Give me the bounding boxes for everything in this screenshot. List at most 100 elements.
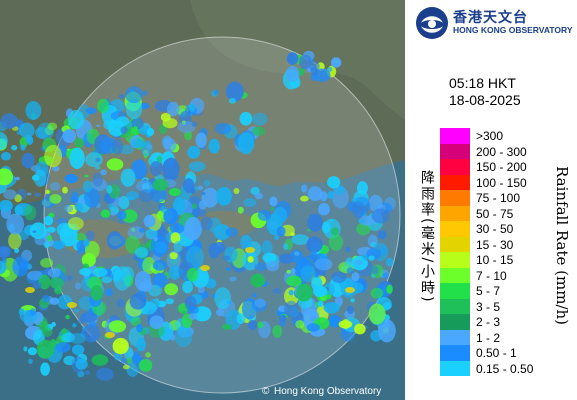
rain-echo bbox=[299, 54, 312, 70]
rain-echo bbox=[36, 339, 55, 359]
rain-echo bbox=[134, 247, 149, 258]
rain-echo bbox=[270, 206, 275, 211]
rain-echo bbox=[27, 263, 33, 270]
rain-echo bbox=[24, 205, 37, 221]
rain-echo bbox=[358, 218, 365, 224]
legend-label: 3 - 5 bbox=[476, 299, 501, 314]
rain-echo bbox=[298, 67, 305, 76]
rain-echo bbox=[201, 192, 206, 196]
legend-row: 150 - 200 bbox=[440, 159, 575, 175]
rain-echo bbox=[133, 125, 138, 132]
rain-echo bbox=[254, 262, 268, 271]
legend-row: 15 - 30 bbox=[440, 236, 575, 252]
legend-row: 100 - 150 bbox=[440, 174, 575, 190]
rain-echo bbox=[120, 357, 127, 364]
rain-echo bbox=[274, 235, 279, 240]
rain-echo bbox=[328, 315, 341, 328]
legend-row: 30 - 50 bbox=[440, 221, 575, 237]
rain-echo bbox=[190, 188, 196, 194]
legend-label: 150 - 200 bbox=[476, 160, 527, 174]
rain-echo bbox=[225, 227, 239, 237]
rain-echo bbox=[23, 346, 28, 352]
rain-echo bbox=[20, 144, 26, 151]
rain-echo bbox=[106, 185, 113, 194]
legend-row: >300 bbox=[440, 128, 575, 144]
logo-text-en: HONG KONG OBSERVATORY bbox=[453, 25, 573, 35]
rain-echo bbox=[314, 258, 333, 271]
rain-echo bbox=[177, 121, 196, 133]
legend-label: 7 - 10 bbox=[476, 268, 507, 283]
rain-echo bbox=[309, 61, 320, 72]
rain-echo bbox=[55, 342, 71, 353]
rain-echo bbox=[173, 240, 183, 253]
rain-echo bbox=[149, 315, 164, 330]
rain-echo bbox=[70, 197, 79, 203]
rain-echo bbox=[136, 323, 143, 333]
rain-echo bbox=[74, 202, 83, 212]
rain-echo bbox=[233, 188, 240, 194]
legend-label: 75 - 100 bbox=[476, 191, 521, 205]
map-credit: Hong Kong Observatory bbox=[274, 386, 381, 397]
rain-echo bbox=[251, 292, 257, 298]
rain-echo bbox=[361, 279, 367, 286]
rain-echo bbox=[118, 94, 125, 100]
legend-row: 2 - 3 bbox=[440, 314, 575, 330]
rain-echo bbox=[331, 227, 339, 236]
rain-echo bbox=[46, 226, 56, 233]
rain-echo bbox=[83, 188, 101, 208]
legend-label: >300 bbox=[476, 129, 504, 143]
rain-echo bbox=[41, 327, 53, 337]
rain-echo bbox=[47, 268, 61, 278]
rain-echo bbox=[312, 286, 328, 297]
rain-echo bbox=[82, 180, 93, 193]
rain-echo bbox=[108, 320, 127, 333]
rain-echo bbox=[174, 326, 193, 348]
legend-swatch bbox=[440, 298, 470, 314]
rain-echo bbox=[225, 267, 231, 271]
copyright-symbol: © bbox=[262, 386, 270, 397]
rain-echo bbox=[3, 189, 17, 200]
rain-echo bbox=[191, 121, 198, 127]
rain-echo bbox=[121, 209, 138, 223]
rain-echo bbox=[216, 187, 232, 206]
rain-echo bbox=[34, 192, 42, 198]
rain-echo bbox=[214, 287, 231, 310]
rain-echo bbox=[167, 101, 180, 117]
rain-echo bbox=[351, 197, 358, 202]
rain-echo bbox=[113, 266, 132, 291]
legend-row: 0.50 - 1 bbox=[440, 345, 575, 361]
legend-label: 200 - 300 bbox=[476, 144, 527, 159]
rain-echo bbox=[82, 263, 90, 270]
radar-date: 18-08-2025 bbox=[449, 92, 521, 108]
rain-echo bbox=[200, 265, 210, 271]
rain-echo bbox=[145, 352, 152, 358]
rain-echo bbox=[266, 260, 280, 272]
rain-echo bbox=[138, 359, 153, 372]
rain-echo bbox=[92, 267, 108, 278]
rain-echo bbox=[146, 144, 153, 150]
rain-echo bbox=[162, 157, 180, 181]
rain-echo bbox=[122, 364, 130, 370]
rain-echo bbox=[197, 209, 207, 217]
legend-label: 5 - 7 bbox=[476, 284, 501, 298]
rain-echo bbox=[88, 321, 97, 328]
observatory-logo-icon bbox=[416, 7, 448, 39]
rain-echo bbox=[262, 252, 277, 263]
rain-echo bbox=[110, 212, 116, 216]
rain-echo bbox=[49, 182, 61, 191]
rain-echo bbox=[64, 173, 78, 184]
rain-echo bbox=[106, 158, 124, 171]
rain-echo bbox=[40, 258, 54, 268]
rain-echo bbox=[162, 118, 178, 129]
rain-echo bbox=[0, 113, 18, 129]
rain-echo bbox=[331, 271, 347, 283]
rain-echo bbox=[125, 98, 143, 119]
rain-echo bbox=[284, 300, 299, 318]
rain-echo bbox=[64, 204, 74, 213]
rain-echo bbox=[47, 122, 58, 131]
rain-echo bbox=[25, 287, 35, 293]
legend-swatch bbox=[440, 221, 470, 237]
rain-echo bbox=[229, 276, 237, 282]
rain-echo bbox=[168, 265, 182, 280]
rain-echo bbox=[14, 176, 21, 181]
